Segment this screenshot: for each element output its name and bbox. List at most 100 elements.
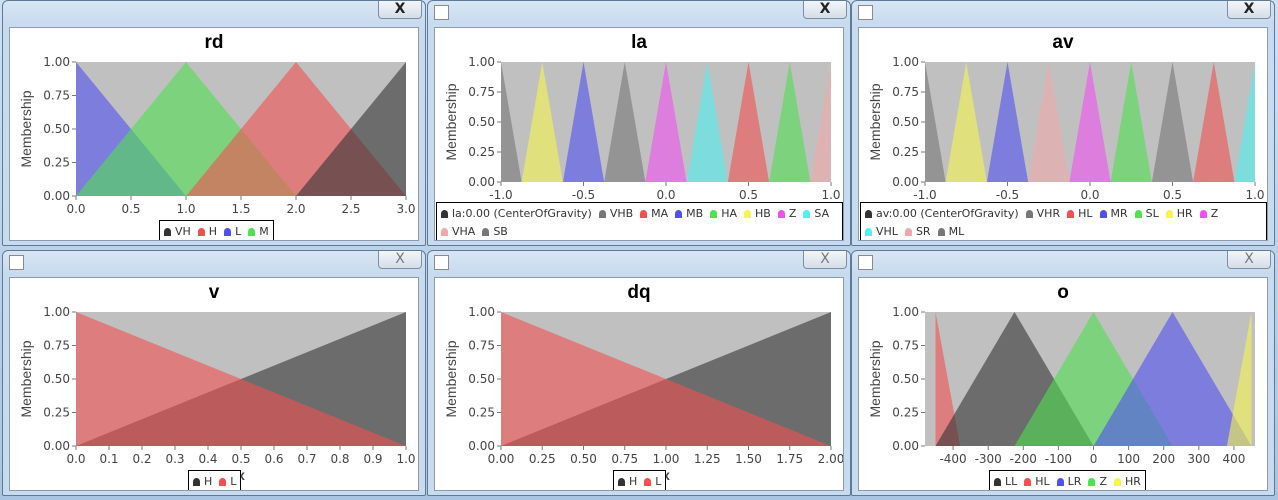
y-tick-label: 0.50 <box>468 372 495 386</box>
x-tick-label: 2.5 <box>341 202 360 216</box>
legend-label: VHA <box>452 225 476 238</box>
x-tick-label: 0.0 <box>66 202 85 216</box>
legend-swatch <box>994 478 1001 486</box>
legend-swatch <box>598 210 606 218</box>
legend-swatch <box>865 210 872 218</box>
y-tick-label: 0.50 <box>892 115 919 129</box>
y-tick-label: 0.75 <box>468 339 495 353</box>
x-tick-label: -1.0 <box>913 188 936 202</box>
java-icon <box>434 255 449 270</box>
window-titlebar[interactable]: X <box>852 251 1274 275</box>
legend-label: VHB <box>609 207 634 220</box>
x-tick-label: 0.4 <box>198 452 217 466</box>
series-sl <box>1028 62 1070 182</box>
legend-label: L <box>655 475 662 488</box>
legend-swatch <box>675 210 683 218</box>
close-button[interactable]: X <box>378 1 422 19</box>
x-tick-label: 0.6 <box>264 452 283 466</box>
legend-swatch <box>1067 210 1075 218</box>
chart-panel: v 0.00 0.25 0.50 0.75 1.00 0.0 0.1 0.2 0.3 0.4 0.5… <box>9 277 419 491</box>
legend-item: MA <box>640 205 668 223</box>
y-axis-label: Membership <box>867 340 883 417</box>
y-tick-label: 0.25 <box>468 145 495 159</box>
chart-legend: LL HL LR Z HR <box>989 470 1146 490</box>
y-tick-label: 0.75 <box>468 85 495 99</box>
window-titlebar[interactable]: X <box>3 251 425 275</box>
legend-label: Z <box>1099 475 1107 488</box>
chart-title: rd <box>204 32 224 53</box>
legend-item: Z <box>1199 205 1218 223</box>
y-tick-label: 0.75 <box>892 85 919 99</box>
x-tick-label: 0.3 <box>165 452 184 466</box>
x-tick-label: 1.25 <box>694 452 721 466</box>
series-z <box>1069 62 1111 182</box>
legend-swatch <box>219 478 227 486</box>
x-tick-label: 300 <box>1187 452 1210 466</box>
x-tick-label: 0.2 <box>132 452 151 466</box>
legend-item: HL <box>1067 205 1093 223</box>
chart-legend: la:0.00 (CenterOfGravity) VHB MA MB HA HB Z SA V… <box>436 202 843 240</box>
y-tick-label: 0.75 <box>43 89 70 103</box>
x-tick-label: 1.0 <box>821 188 840 202</box>
series-ha <box>769 62 811 182</box>
java-icon <box>858 255 873 270</box>
legend-label: L <box>235 225 242 238</box>
window-titlebar[interactable]: X <box>428 1 850 25</box>
legend-label: HA <box>721 207 738 220</box>
window-titlebar[interactable]: X <box>428 251 850 275</box>
legend-label: M <box>259 225 269 238</box>
y-tick-label: 0.25 <box>43 156 70 170</box>
legend-item: Z <box>1088 473 1107 490</box>
chart-legend: VH H L M <box>159 220 274 240</box>
chart-title: dq <box>627 282 651 303</box>
x-tick-label: 0.5 <box>1163 188 1182 202</box>
legend-swatch <box>197 228 205 236</box>
series-mb <box>562 62 605 182</box>
legend-label: av:0.00 (CenterOfGravity) <box>876 207 1019 220</box>
chart-title: v <box>208 282 220 303</box>
legend-label: HB <box>755 207 771 220</box>
series-vhl <box>925 62 946 182</box>
close-button[interactable]: X <box>803 1 847 19</box>
legend-item: L <box>644 473 662 490</box>
legend-item: VHR <box>1025 205 1060 223</box>
legend-item: M <box>248 223 269 240</box>
legend-swatch <box>904 228 912 236</box>
series-l <box>76 312 406 446</box>
legend-label: HR <box>1125 475 1141 488</box>
legend-swatch <box>1024 478 1032 486</box>
chart-legend: av:0.00 (CenterOfGravity) VHR HL MR SL HR Z VHL… <box>860 202 1267 240</box>
legend-swatch <box>744 210 752 218</box>
x-tick-label: 0.9 <box>363 452 382 466</box>
close-button[interactable]: X <box>1227 1 1271 19</box>
legend-item: SB <box>482 223 508 240</box>
legend-label: HL <box>1035 475 1050 488</box>
close-button[interactable]: X <box>378 251 422 269</box>
series-vhb <box>501 62 522 182</box>
legend-swatch <box>640 210 648 218</box>
x-tick-label: -0.5 <box>996 188 1019 202</box>
close-button[interactable]: X <box>1227 251 1271 269</box>
y-tick-label: 0.50 <box>43 372 70 386</box>
y-tick-label: 0.00 <box>468 175 495 189</box>
y-tick-label: 1.00 <box>892 305 919 319</box>
y-tick-label: 1.00 <box>468 55 495 69</box>
series-ma <box>727 62 770 182</box>
x-tick-label: 200 <box>1152 452 1175 466</box>
x-tick-label: 0.5 <box>121 202 140 216</box>
y-axis-label: Membership <box>867 83 883 160</box>
y-axis-label: Membership <box>443 340 459 417</box>
y-tick-label: 0.25 <box>892 406 919 420</box>
window-titlebar[interactable]: X <box>852 1 1274 25</box>
legend-item: L <box>219 473 236 490</box>
legend-label: HR <box>1176 207 1193 220</box>
window-titlebar[interactable]: X <box>3 1 425 25</box>
series-ml <box>986 62 1029 182</box>
x-tick-label: 0.25 <box>529 452 556 466</box>
x-tick-label: 0.75 <box>611 452 638 466</box>
x-tick-label: 0.5 <box>739 188 758 202</box>
chart-panel: dq 0.00 0.25 0.50 0.75 1.00 0.00 0.25 0.50 0.75 1… <box>434 277 844 491</box>
x-tick-label: 1.75 <box>776 452 803 466</box>
close-button[interactable]: X <box>803 251 847 269</box>
